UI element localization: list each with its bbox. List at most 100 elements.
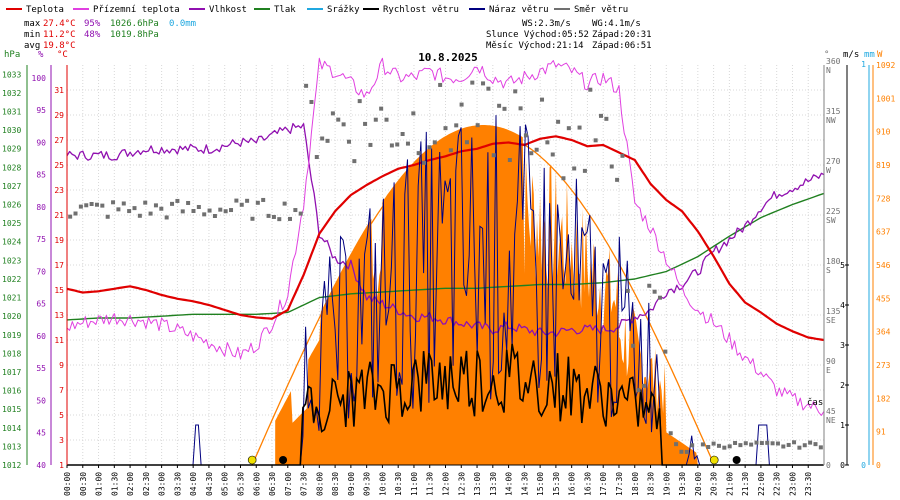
wind-direction-point (797, 445, 802, 450)
wind-direction-point (657, 295, 662, 300)
wind-direction-point (363, 121, 368, 126)
wind-direction-point (368, 142, 373, 147)
wind-tick-label: 4 (840, 301, 845, 310)
wind-direction-point (239, 202, 244, 207)
temperature-tick-label: 11 (54, 336, 64, 345)
wind-direction-point (212, 213, 217, 218)
temperature-axis-label: °C (57, 50, 68, 60)
temperature-tick-label: 5 (59, 411, 64, 420)
wind-direction-point (759, 441, 764, 446)
direction-tick-label: 270 (826, 157, 841, 166)
humidity-tick-label: 90 (36, 138, 46, 147)
pressure-tick-label: 1027 (2, 182, 21, 191)
wind-direction-point (395, 142, 400, 147)
wind-direction-point (137, 213, 142, 218)
wind-direction-point (775, 441, 780, 446)
wind-direction-point (792, 440, 797, 445)
wind-direction-point (352, 159, 357, 164)
humidity-tick-label: 85 (36, 171, 46, 180)
pressure-tick-label: 1033 (2, 70, 21, 79)
rain-axis-label: mm (864, 50, 875, 60)
rain-tick-label: 1 (861, 60, 866, 69)
wind-direction-point (293, 208, 298, 213)
moonrise-marker (732, 456, 741, 464)
wind-direction-layer (68, 80, 823, 454)
pressure-tick-label: 1014 (2, 424, 21, 433)
x-tick-label: 04:00 (189, 472, 198, 496)
solar-tick-label: 0 (876, 461, 881, 470)
wind-direction-point (121, 201, 126, 206)
pressure-tick-label: 1012 (2, 461, 21, 470)
x-tick-label: 18:00 (631, 472, 640, 496)
wind-direction-point (422, 160, 427, 165)
wind-direction-point (470, 80, 475, 85)
wind-direction-point (550, 152, 555, 157)
wind-direction-point (481, 81, 486, 86)
pressure-tick-label: 1021 (2, 294, 21, 303)
wind-direction-point (287, 216, 292, 221)
wind-direction-point (813, 442, 818, 447)
wind-direction-point (754, 440, 759, 445)
direction-tick-label: 135 (826, 307, 841, 316)
legend-label: Srážky (327, 5, 360, 15)
humidity-line (66, 122, 825, 338)
wind-direction-point (379, 106, 384, 111)
wind-direction-point (207, 208, 212, 213)
wind-direction-point (218, 207, 223, 212)
wind-direction-point (502, 106, 507, 111)
wind-direction-point (346, 139, 351, 144)
wind-direction-point (89, 202, 94, 207)
wind-direction-point (234, 198, 239, 203)
solar-tick-label: 910 (876, 128, 891, 137)
x-tick-label: 04:30 (205, 472, 214, 496)
temperature-tick-label: 15 (54, 286, 64, 295)
wind-direction-point (545, 140, 550, 145)
wind-direction-point (427, 145, 432, 150)
direction-compass-label: N (826, 66, 831, 75)
wind-direction-point (443, 126, 448, 131)
solar-tick-label: 364 (876, 328, 891, 337)
x-tick-label: 16:30 (583, 472, 592, 496)
pressure-axis-label: hPa (4, 50, 20, 60)
x-tick-label: 23:00 (788, 472, 797, 496)
wind-direction-point (518, 106, 523, 111)
wind-direction-point (572, 166, 577, 171)
direction-compass-label: SE (826, 316, 836, 325)
legend-label: Tlak (274, 5, 296, 15)
stats-max-rain: 0.0mm (169, 19, 196, 29)
wind-tick-label: 1 (840, 421, 845, 430)
wind-direction-point (196, 204, 201, 209)
solar-tick-label: 728 (876, 194, 891, 203)
humidity-tick-label: 65 (36, 300, 46, 309)
legend-label: Přízemní teplota (93, 5, 180, 15)
wind-direction-point (588, 87, 593, 92)
direction-tick-label: 0 (826, 461, 831, 470)
wind-direction-point (68, 214, 73, 219)
sun-set-info: Západ:20:31 (592, 30, 652, 40)
wind-direction-point (111, 200, 116, 205)
wind-direction-point (325, 138, 330, 143)
x-tick-label: 10:00 (378, 472, 387, 496)
wind-direction-point (540, 97, 545, 102)
x-tick-label: 02:00 (126, 472, 135, 496)
stats-avg-temp: 19.8°C (43, 41, 76, 51)
wind-direction-point (223, 209, 228, 214)
pressure-tick-label: 1028 (2, 163, 21, 172)
legend-label: Rychlost větru (383, 5, 459, 15)
wind-tick-label: 5 (840, 261, 845, 270)
solar-tick-label: 1092 (876, 61, 895, 70)
wind-direction-point (641, 383, 646, 388)
wind-direction-point (668, 431, 673, 436)
wind-direction-point (781, 444, 786, 449)
wind-direction-point (743, 441, 748, 446)
x-tick-label: 05:00 (221, 472, 230, 496)
direction-compass-label: SW (826, 216, 836, 225)
temperature-tick-label: 7 (59, 386, 64, 395)
wind-direction-point (164, 215, 169, 220)
humidity-tick-label: 55 (36, 364, 46, 373)
direction-tick-label: 90 (826, 357, 836, 366)
humidity-tick-label: 45 (36, 429, 46, 438)
wind-direction-point (534, 147, 539, 152)
x-tick-label: 22:00 (757, 472, 766, 496)
x-tick-label: 00:00 (63, 472, 72, 496)
